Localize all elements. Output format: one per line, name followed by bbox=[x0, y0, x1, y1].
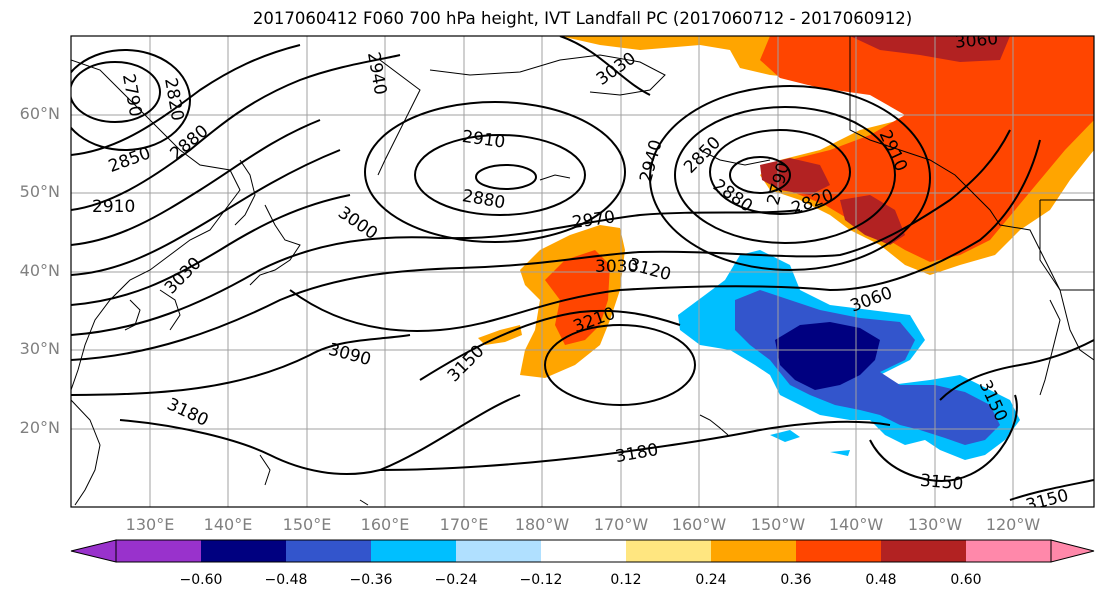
colorbar-segment bbox=[116, 540, 201, 562]
lat-label: 30°N bbox=[19, 339, 60, 358]
colorbar-tick-label: 0.12 bbox=[610, 572, 642, 588]
coastlines bbox=[71, 36, 1094, 506]
lon-label: 180°W bbox=[514, 515, 570, 534]
colorbar-tick-label: −0.24 bbox=[434, 572, 478, 588]
colorbar-tick-label: −0.48 bbox=[264, 572, 308, 588]
lon-label: 170°E bbox=[439, 515, 489, 534]
colorbar-border bbox=[115, 539, 1052, 563]
graticule bbox=[71, 36, 1094, 507]
colorbar-extend-low bbox=[70, 539, 117, 563]
lon-label: 160°E bbox=[360, 515, 410, 534]
colorbar-tick-label: −0.60 bbox=[179, 572, 223, 588]
contour-labels: 2790 2820 2880 2850 2910 3030 2940 3030 … bbox=[92, 29, 1071, 507]
colorbar-tick-label: 0.24 bbox=[695, 572, 727, 588]
colorbar-tick-label: −0.12 bbox=[519, 572, 563, 588]
contour-label: 3060 bbox=[954, 29, 999, 53]
lon-label: 160°W bbox=[671, 515, 727, 534]
lon-label: 140°E bbox=[203, 515, 253, 534]
lon-label: 150°W bbox=[750, 515, 806, 534]
lon-label: 150°E bbox=[282, 515, 332, 534]
colorbar-segment bbox=[966, 540, 1051, 562]
colorbar-tick-label: −0.36 bbox=[349, 572, 393, 588]
colorbar-segment bbox=[201, 540, 286, 562]
colorbar-segment bbox=[371, 540, 456, 562]
contour-label: 2910 bbox=[92, 197, 135, 217]
colorbar-tick-label: 0.36 bbox=[780, 572, 812, 588]
contour-label: 3150 bbox=[919, 471, 964, 495]
colorbar-segment bbox=[711, 540, 796, 562]
colorbar-extend-high bbox=[1050, 539, 1095, 563]
height-contours bbox=[71, 36, 1094, 501]
lat-label: 60°N bbox=[19, 104, 60, 123]
contour-label: 3030 bbox=[595, 257, 638, 277]
lon-label: 130°W bbox=[907, 515, 963, 534]
colorbar-segment bbox=[796, 540, 881, 562]
lat-label: 50°N bbox=[19, 182, 60, 201]
colorbar bbox=[70, 539, 1095, 563]
lat-label: 40°N bbox=[19, 261, 60, 280]
colorbar-segment bbox=[881, 540, 966, 562]
map-border bbox=[70, 35, 1095, 508]
colorbar-tick-label: 0.48 bbox=[865, 572, 897, 588]
lon-label: 140°W bbox=[828, 515, 884, 534]
positive-anomaly-shading bbox=[478, 36, 1094, 378]
colorbar-tick-label: 0.60 bbox=[950, 572, 982, 588]
colorbar-segment bbox=[626, 540, 711, 562]
colorbar-segment bbox=[286, 540, 371, 562]
colorbar-segment bbox=[456, 540, 541, 562]
map-title: 2017060412 F060 700 hPa height, IVT Land… bbox=[252, 9, 913, 28]
lon-label: 130°E bbox=[125, 515, 175, 534]
lon-label: 170°W bbox=[593, 515, 649, 534]
lat-label: 20°N bbox=[19, 418, 60, 437]
lon-label: 120°W bbox=[985, 515, 1041, 534]
colorbar-segment bbox=[541, 540, 626, 562]
